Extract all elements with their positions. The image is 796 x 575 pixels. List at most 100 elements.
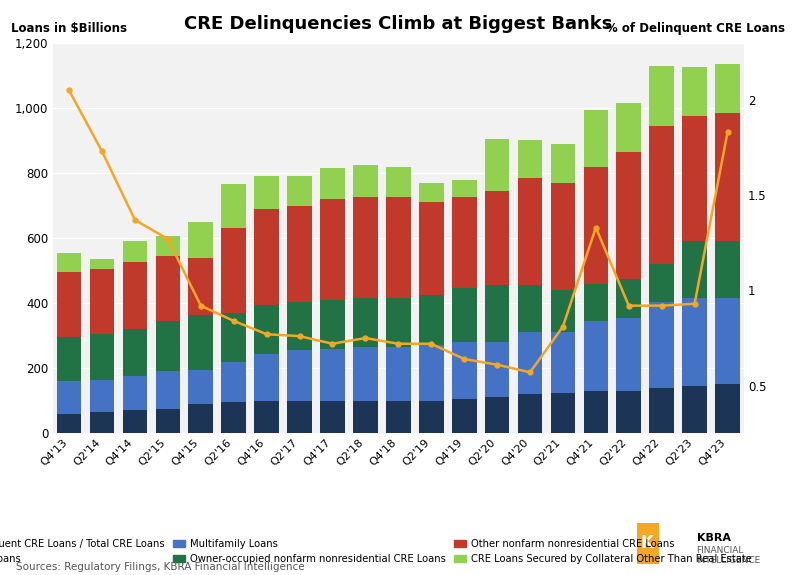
Bar bbox=[485, 342, 509, 397]
Bar bbox=[90, 412, 115, 433]
Bar bbox=[452, 399, 477, 433]
Delinquent CRE Loans / Total CRE Loans bbox=[525, 369, 535, 376]
Bar bbox=[57, 338, 81, 381]
Delinquent CRE Loans / Total CRE Loans bbox=[97, 148, 107, 155]
Bar bbox=[287, 177, 312, 205]
Bar bbox=[583, 110, 608, 167]
Bar bbox=[517, 140, 542, 178]
Title: CRE Delinquencies Climb at Biggest Banks: CRE Delinquencies Climb at Biggest Banks bbox=[184, 15, 612, 33]
Bar bbox=[353, 165, 378, 197]
Delinquent CRE Loans / Total CRE Loans bbox=[624, 302, 634, 309]
Bar bbox=[221, 185, 246, 228]
Delinquent CRE Loans / Total CRE Loans bbox=[64, 87, 74, 94]
Bar bbox=[155, 321, 180, 371]
Bar bbox=[419, 183, 443, 202]
Bar bbox=[221, 402, 246, 433]
Legend: Delinquent CRE Loans / Total CRE Loans, C&D Loans, Multifamily Loans, Owner-occu: Delinquent CRE Loans / Total CRE Loans, … bbox=[0, 539, 751, 564]
Bar bbox=[57, 272, 81, 338]
Bar bbox=[287, 205, 312, 301]
Bar bbox=[616, 152, 641, 279]
Bar bbox=[485, 191, 509, 285]
Bar bbox=[254, 401, 279, 433]
Bar bbox=[682, 298, 707, 386]
Bar bbox=[221, 228, 246, 313]
Bar bbox=[485, 139, 509, 191]
Bar bbox=[386, 197, 411, 298]
Bar bbox=[320, 300, 345, 348]
Bar bbox=[155, 409, 180, 433]
Bar bbox=[682, 242, 707, 298]
Bar bbox=[517, 332, 542, 394]
Delinquent CRE Loans / Total CRE Loans bbox=[393, 340, 403, 347]
Bar bbox=[616, 279, 641, 318]
Bar bbox=[551, 393, 576, 433]
Bar bbox=[485, 397, 509, 433]
Text: INTELLIGENCE: INTELLIGENCE bbox=[696, 555, 761, 565]
Bar bbox=[90, 259, 115, 269]
Bar bbox=[715, 113, 739, 242]
Bar bbox=[189, 258, 213, 315]
Bar bbox=[189, 315, 213, 370]
Delinquent CRE Loans / Total CRE Loans bbox=[558, 323, 568, 330]
Bar bbox=[551, 183, 576, 290]
Bar bbox=[254, 177, 279, 209]
Bar bbox=[583, 283, 608, 321]
Bar bbox=[419, 346, 443, 401]
Bar bbox=[583, 391, 608, 433]
Delinquent CRE Loans / Total CRE Loans bbox=[295, 333, 304, 340]
Delinquent CRE Loans / Total CRE Loans bbox=[459, 355, 469, 362]
Bar bbox=[287, 301, 312, 350]
FancyBboxPatch shape bbox=[637, 523, 658, 564]
Bar bbox=[583, 167, 608, 283]
Bar bbox=[517, 285, 542, 332]
Bar bbox=[320, 401, 345, 433]
Bar bbox=[485, 285, 509, 342]
Bar bbox=[353, 298, 378, 347]
Bar bbox=[419, 202, 443, 295]
Delinquent CRE Loans / Total CRE Loans bbox=[229, 317, 239, 324]
Bar bbox=[452, 289, 477, 342]
Text: FINANCIAL: FINANCIAL bbox=[696, 546, 744, 555]
Bar bbox=[452, 197, 477, 289]
Bar bbox=[650, 126, 674, 264]
Bar bbox=[715, 298, 739, 385]
Bar bbox=[616, 318, 641, 391]
Delinquent CRE Loans / Total CRE Loans bbox=[131, 217, 140, 224]
Line: Delinquent CRE Loans / Total CRE Loans: Delinquent CRE Loans / Total CRE Loans bbox=[67, 88, 730, 375]
Delinquent CRE Loans / Total CRE Loans bbox=[657, 302, 666, 309]
Delinquent CRE Loans / Total CRE Loans bbox=[723, 129, 732, 136]
Bar bbox=[221, 362, 246, 402]
Bar bbox=[386, 298, 411, 347]
Bar bbox=[650, 388, 674, 433]
Bar bbox=[682, 116, 707, 242]
Bar bbox=[287, 350, 312, 401]
Bar bbox=[583, 321, 608, 391]
Bar bbox=[551, 144, 576, 183]
Bar bbox=[254, 209, 279, 305]
Bar bbox=[616, 103, 641, 152]
Bar bbox=[517, 394, 542, 433]
Bar bbox=[123, 329, 147, 376]
Bar bbox=[650, 66, 674, 126]
Bar bbox=[90, 269, 115, 334]
Delinquent CRE Loans / Total CRE Loans bbox=[492, 361, 501, 368]
Bar bbox=[123, 376, 147, 411]
Bar bbox=[320, 348, 345, 401]
Bar bbox=[386, 347, 411, 401]
Delinquent CRE Loans / Total CRE Loans bbox=[690, 300, 700, 307]
Delinquent CRE Loans / Total CRE Loans bbox=[163, 236, 173, 243]
Bar bbox=[123, 411, 147, 433]
Bar bbox=[57, 252, 81, 272]
Delinquent CRE Loans / Total CRE Loans bbox=[361, 335, 370, 342]
Bar bbox=[551, 290, 576, 332]
Bar bbox=[123, 262, 147, 329]
Text: % of Delinquent CRE Loans: % of Delinquent CRE Loans bbox=[607, 22, 786, 35]
Bar bbox=[90, 380, 115, 412]
Bar bbox=[682, 67, 707, 116]
Bar bbox=[90, 334, 115, 380]
Bar bbox=[155, 256, 180, 321]
Bar bbox=[320, 168, 345, 199]
Delinquent CRE Loans / Total CRE Loans bbox=[591, 224, 601, 231]
Bar bbox=[517, 178, 542, 285]
Bar bbox=[715, 242, 739, 298]
